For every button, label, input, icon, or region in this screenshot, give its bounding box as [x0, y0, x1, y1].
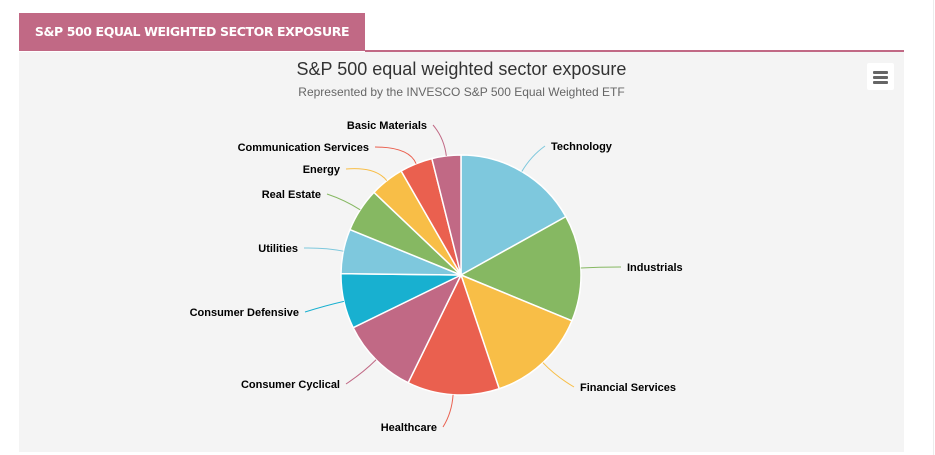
data-label: Utilities: [258, 243, 298, 255]
label-connector: [521, 145, 546, 172]
chart-panel: Technology Industrials Financial Services H…: [19, 52, 904, 452]
pie-slice-healthcare[interactable]: [407, 273, 501, 396]
label-connector: [432, 124, 447, 156]
chart-subtitle: Represented by the INVESCO S&P 500 Equal…: [298, 85, 625, 99]
pie-slice-basic-materials[interactable]: [430, 154, 462, 276]
data-label: Communication Services: [238, 142, 369, 154]
pie-slices: [340, 154, 582, 396]
chart-context-menu-button[interactable]: [867, 63, 894, 90]
data-labels: Technology Industrials Financial Services H…: [190, 120, 683, 434]
page-edge-divider: [933, 0, 934, 455]
data-label: Healthcare: [381, 422, 437, 434]
pie-chart: Technology Industrials Financial Services H…: [190, 120, 683, 434]
data-label: Industrials: [627, 262, 683, 274]
data-label: Financial Services: [580, 382, 676, 394]
chart-title: S&P 500 equal weighted sector exposure: [296, 59, 627, 79]
data-label: Consumer Cyclical: [241, 379, 340, 391]
tab-underline: [365, 50, 904, 52]
data-label: Real Estate: [262, 189, 321, 201]
label-connector: [345, 168, 388, 182]
data-label: Consumer Defensive: [190, 307, 299, 319]
data-label: Energy: [303, 164, 341, 176]
tab-sector-exposure[interactable]: S&P 500 EQUAL WEIGHTED SECTOR EXPOSURE: [19, 13, 365, 51]
label-connectors: [303, 124, 622, 428]
data-label: Basic Materials: [347, 120, 427, 132]
label-connector: [345, 359, 377, 385]
label-connector: [303, 247, 344, 252]
label-connector: [326, 193, 361, 211]
label-connector: [542, 362, 575, 388]
pie-slice-consumer-cyclical[interactable]: [352, 273, 463, 384]
label-connector: [442, 394, 454, 428]
data-label: Technology: [551, 141, 613, 153]
label-connector: [580, 266, 622, 269]
label-connector: [304, 300, 345, 313]
label-connector: [374, 146, 417, 164]
